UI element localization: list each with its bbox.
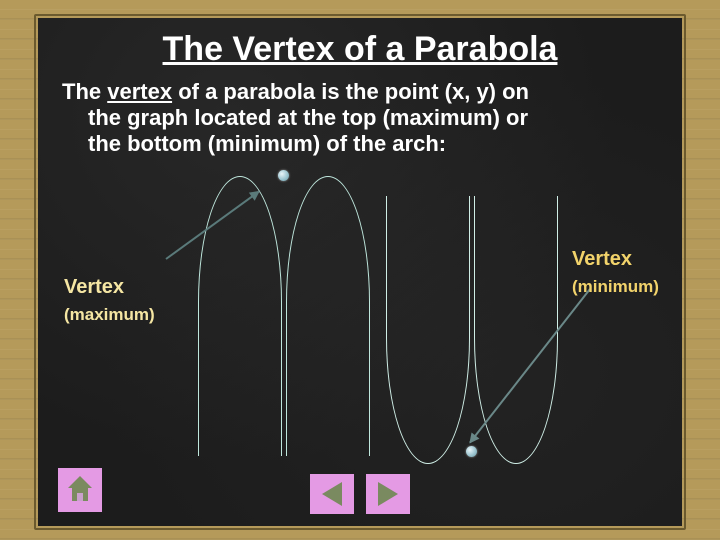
label-right-sub: (minimum) xyxy=(572,277,659,297)
desc-part4: the bottom (minimum) of the arch: xyxy=(88,131,656,157)
desc-vertex-word: vertex xyxy=(107,79,172,104)
desc-part3: the graph located at the top (maximum) o… xyxy=(88,105,656,131)
slide-description: The vertex of a parabola is the point (x… xyxy=(60,79,660,157)
desc-part2: of a parabola is the point (x, y) on xyxy=(172,79,529,104)
home-icon xyxy=(66,478,94,502)
slide-frame: The Vertex of a Parabola The vertex of a… xyxy=(0,0,720,540)
chevron-right-icon xyxy=(378,482,398,506)
parabola-down-2 xyxy=(286,176,370,456)
nav-next-button[interactable] xyxy=(366,474,410,514)
vertex-dot-minimum xyxy=(466,446,477,457)
parabola-down-1 xyxy=(198,176,282,456)
slide-title: The Vertex of a Parabola xyxy=(60,30,660,69)
chalkboard: The Vertex of a Parabola The vertex of a… xyxy=(38,18,682,526)
label-right-title: Vertex xyxy=(572,248,632,270)
parabola-up-2 xyxy=(474,196,558,464)
label-left-sub: (maximum) xyxy=(64,305,155,325)
nav-prev-button[interactable] xyxy=(310,474,354,514)
desc-part1: The xyxy=(62,79,107,104)
parabola-up-1 xyxy=(386,196,470,464)
vertex-dot-maximum xyxy=(278,170,289,181)
nav-home-button[interactable] xyxy=(58,468,102,512)
label-left-title: Vertex xyxy=(64,276,124,298)
label-vertex-minimum: Vertex (minimum) xyxy=(572,248,659,297)
arrow-head-right xyxy=(465,432,479,446)
chevron-left-icon xyxy=(322,482,342,506)
nav-arrow-group xyxy=(310,474,410,514)
diagram-canvas: Vertex (maximum) Vertex (minimum) xyxy=(38,188,682,468)
label-vertex-maximum: Vertex (maximum) xyxy=(64,276,155,325)
